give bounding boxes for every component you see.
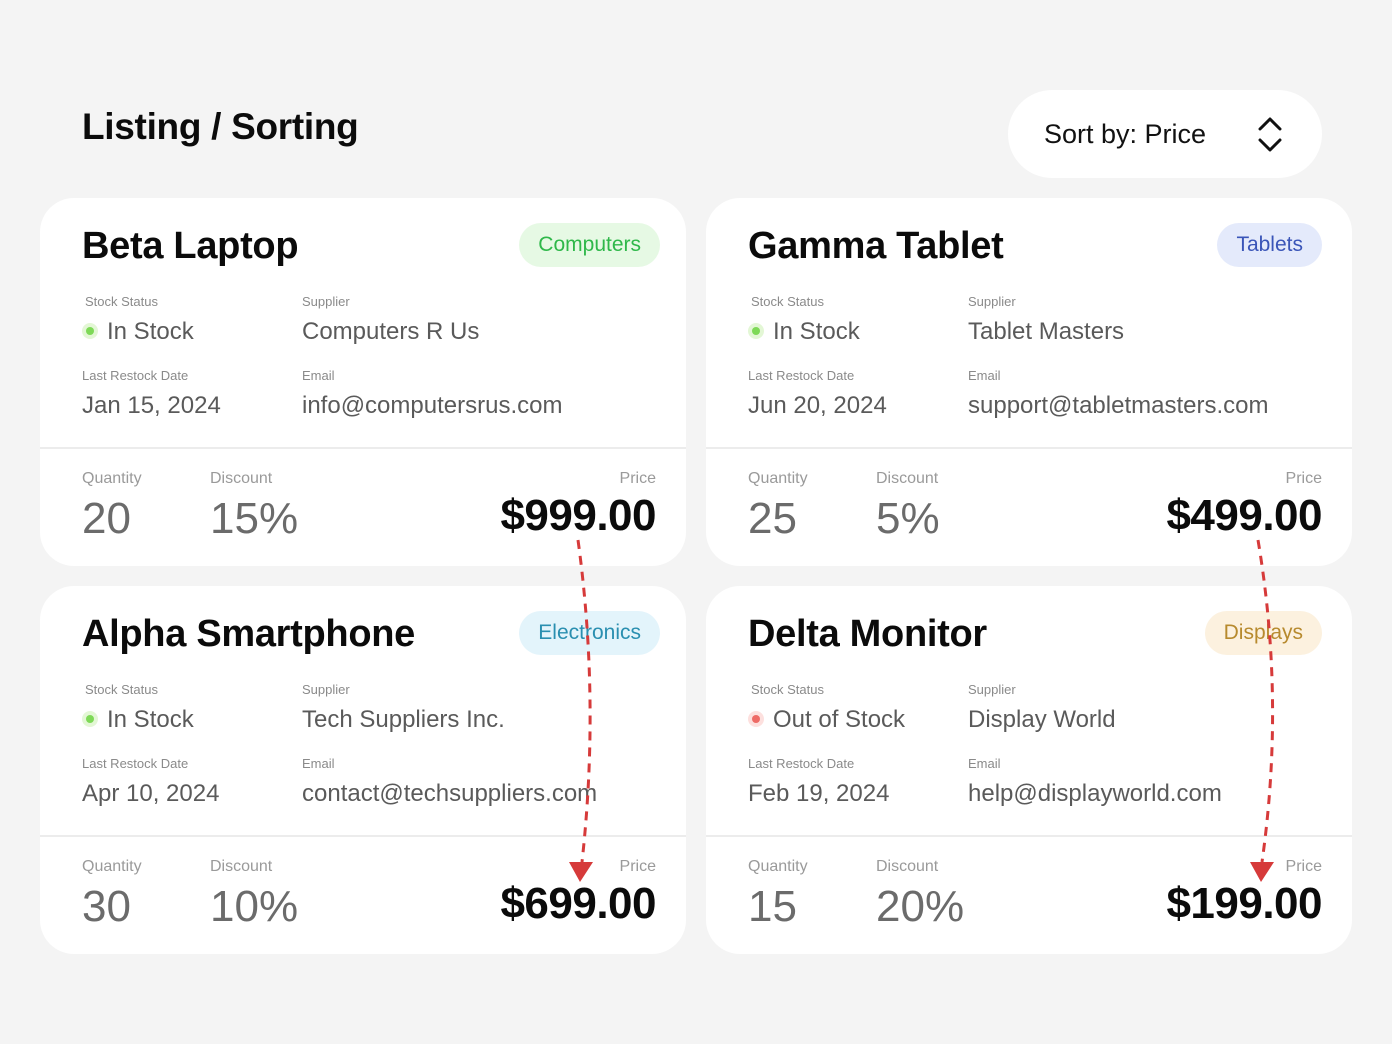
sort-label: Sort by: Price xyxy=(1044,119,1207,149)
card-divider xyxy=(40,835,686,837)
status-dot-icon xyxy=(748,711,764,727)
last-restock-label: Last Restock Date xyxy=(82,368,189,383)
supplier-value: Computers R Us xyxy=(302,318,480,345)
price-label: Price xyxy=(1285,858,1322,875)
category-badge[interactable]: Tablets xyxy=(1217,223,1322,267)
price-value: $999.00 xyxy=(500,491,656,540)
discount-label: Discount xyxy=(876,858,939,875)
discount-label: Discount xyxy=(210,858,273,875)
card-divider xyxy=(706,835,1352,837)
product-card[interactable]: Alpha Smartphone Electronics Stock Statu… xyxy=(40,586,686,954)
email-value[interactable]: contact@techsuppliers.com xyxy=(302,780,598,807)
last-restock-label: Last Restock Date xyxy=(82,756,189,771)
discount-value: 20% xyxy=(876,882,965,931)
supplier-label: Supplier xyxy=(302,682,350,697)
quantity-value: 15 xyxy=(748,882,797,931)
price-label: Price xyxy=(619,858,656,875)
supplier-label: Supplier xyxy=(968,294,1016,309)
price-label: Price xyxy=(1285,470,1322,487)
product-card[interactable]: Delta Monitor Displays Stock Status Out … xyxy=(706,586,1352,954)
stock-status-value: In Stock xyxy=(107,706,194,733)
supplier-value: Tablet Masters xyxy=(968,318,1125,345)
supplier-value: Tech Suppliers Inc. xyxy=(302,706,505,733)
email-label: Email xyxy=(302,756,335,771)
status-dot-icon xyxy=(82,323,98,339)
card-divider xyxy=(40,447,686,449)
chevron-up-down-icon xyxy=(1258,117,1282,152)
product-name: Beta Laptop xyxy=(82,225,299,267)
quantity-label: Quantity xyxy=(82,858,142,875)
status-dot-icon xyxy=(82,711,98,727)
email-value[interactable]: support@tabletmasters.com xyxy=(968,392,1269,419)
last-restock-value: Apr 10, 2024 xyxy=(82,780,220,807)
stock-status-label: Stock Status xyxy=(85,294,158,309)
email-value[interactable]: info@computersrus.com xyxy=(302,392,563,419)
stock-status-value: Out of Stock xyxy=(773,706,906,733)
stock-status-label: Stock Status xyxy=(751,682,824,697)
quantity-value: 20 xyxy=(82,494,131,543)
product-name: Gamma Tablet xyxy=(748,225,1004,267)
last-restock-label: Last Restock Date xyxy=(748,756,855,771)
last-restock-label: Last Restock Date xyxy=(748,368,855,383)
discount-value: 10% xyxy=(210,882,299,931)
stock-status-label: Stock Status xyxy=(751,294,824,309)
supplier-label: Supplier xyxy=(302,294,350,309)
product-name: Alpha Smartphone xyxy=(82,613,416,655)
product-name: Delta Monitor xyxy=(748,613,987,655)
category-badge[interactable]: Computers xyxy=(519,223,660,267)
last-restock-value: Feb 19, 2024 xyxy=(748,780,890,807)
price-value: $199.00 xyxy=(1166,879,1322,928)
quantity-value: 30 xyxy=(82,882,131,931)
discount-label: Discount xyxy=(876,470,939,487)
quantity-label: Quantity xyxy=(748,470,808,487)
category-badge[interactable]: Displays xyxy=(1204,611,1322,655)
quantity-value: 25 xyxy=(748,494,797,543)
status-dot-icon xyxy=(748,323,764,339)
discount-value: 5% xyxy=(876,494,940,543)
quantity-label: Quantity xyxy=(82,470,142,487)
product-card[interactable]: Gamma Tablet Tablets Stock Status In Sto… xyxy=(706,198,1352,566)
email-value[interactable]: help@displayworld.com xyxy=(968,780,1222,807)
product-card[interactable]: Beta Laptop Computers Stock Status In St… xyxy=(40,198,686,566)
sort-dropdown-button[interactable]: Sort by: Price xyxy=(1008,90,1322,178)
discount-label: Discount xyxy=(210,470,273,487)
stock-status-value: In Stock xyxy=(107,318,194,345)
last-restock-value: Jun 20, 2024 xyxy=(748,392,887,419)
email-label: Email xyxy=(968,368,1001,383)
discount-value: 15% xyxy=(210,494,299,543)
price-value: $499.00 xyxy=(1166,491,1322,540)
email-label: Email xyxy=(302,368,335,383)
category-badge[interactable]: Electronics xyxy=(519,611,660,655)
card-divider xyxy=(706,447,1352,449)
quantity-label: Quantity xyxy=(748,858,808,875)
price-label: Price xyxy=(619,470,656,487)
email-label: Email xyxy=(968,756,1001,771)
page-title: Listing / Sorting xyxy=(82,106,359,147)
stock-status-value: In Stock xyxy=(773,318,860,345)
last-restock-value: Jan 15, 2024 xyxy=(82,392,221,419)
price-value: $699.00 xyxy=(500,879,656,928)
supplier-label: Supplier xyxy=(968,682,1016,697)
stock-status-label: Stock Status xyxy=(85,682,158,697)
supplier-value: Display World xyxy=(968,706,1116,733)
